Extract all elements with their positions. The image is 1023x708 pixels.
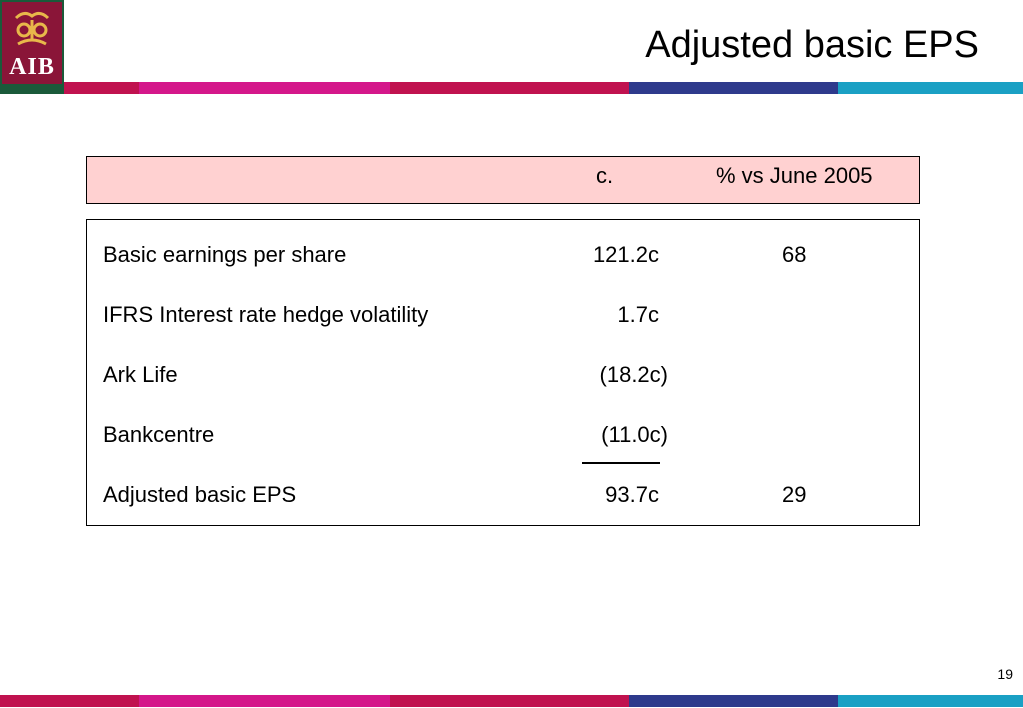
- logo-text: AIB: [9, 54, 55, 80]
- row-label: IFRS Interest rate hedge volatility: [103, 302, 429, 327]
- top-color-stripe: [64, 82, 1023, 94]
- header-cents: c.: [596, 163, 614, 188]
- page-number: 19: [997, 666, 1013, 682]
- ark-emblem-icon: [14, 11, 50, 46]
- row-label: Ark Life: [103, 362, 178, 387]
- table-body-box: [86, 219, 920, 526]
- row-value: 93.7c: [605, 482, 659, 507]
- table-row: Ark Life (18.2c): [0, 362, 1023, 392]
- table-row: IFRS Interest rate hedge volatility 1.7c: [0, 302, 1023, 332]
- table-row: Basic earnings per share 121.2c 68: [0, 242, 1023, 272]
- row-label: Bankcentre: [103, 422, 215, 447]
- row-value: (11.0c): [601, 422, 668, 447]
- table-header-box: [86, 156, 920, 204]
- row-value: 1.7c: [617, 302, 659, 327]
- header-pct-vs-june: % vs June 2005: [716, 163, 873, 188]
- slide-title: Adjusted basic EPS: [645, 24, 979, 66]
- row-label: Basic earnings per share: [103, 242, 347, 267]
- subtotal-rule: [582, 462, 660, 464]
- table-row: Adjusted basic EPS 93.7c 29: [0, 482, 1023, 512]
- row-value: 121.2c: [592, 242, 659, 267]
- logo-bottom-band: [2, 84, 62, 92]
- bottom-color-stripe: [0, 695, 1023, 707]
- row-value: (18.2c): [599, 362, 668, 387]
- row-pct: 68: [782, 242, 807, 267]
- table-row: Bankcentre (11.0c): [0, 422, 1023, 452]
- aib-logo: AIB: [0, 0, 64, 94]
- row-label: Adjusted basic EPS: [103, 482, 297, 507]
- row-pct: 29: [782, 482, 807, 507]
